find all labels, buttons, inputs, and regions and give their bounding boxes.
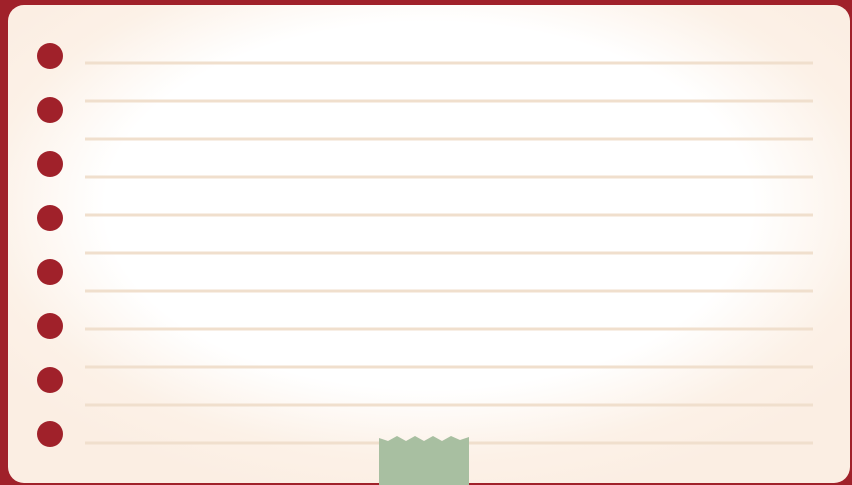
hole [37, 313, 63, 339]
hole [37, 421, 63, 447]
hole [37, 97, 63, 123]
hole [37, 367, 63, 393]
paper [8, 5, 850, 483]
page [0, 0, 852, 485]
hole [37, 151, 63, 177]
notebook-card [0, 0, 852, 485]
hole [37, 43, 63, 69]
tape [379, 436, 469, 485]
hole [37, 205, 63, 231]
hole [37, 259, 63, 285]
